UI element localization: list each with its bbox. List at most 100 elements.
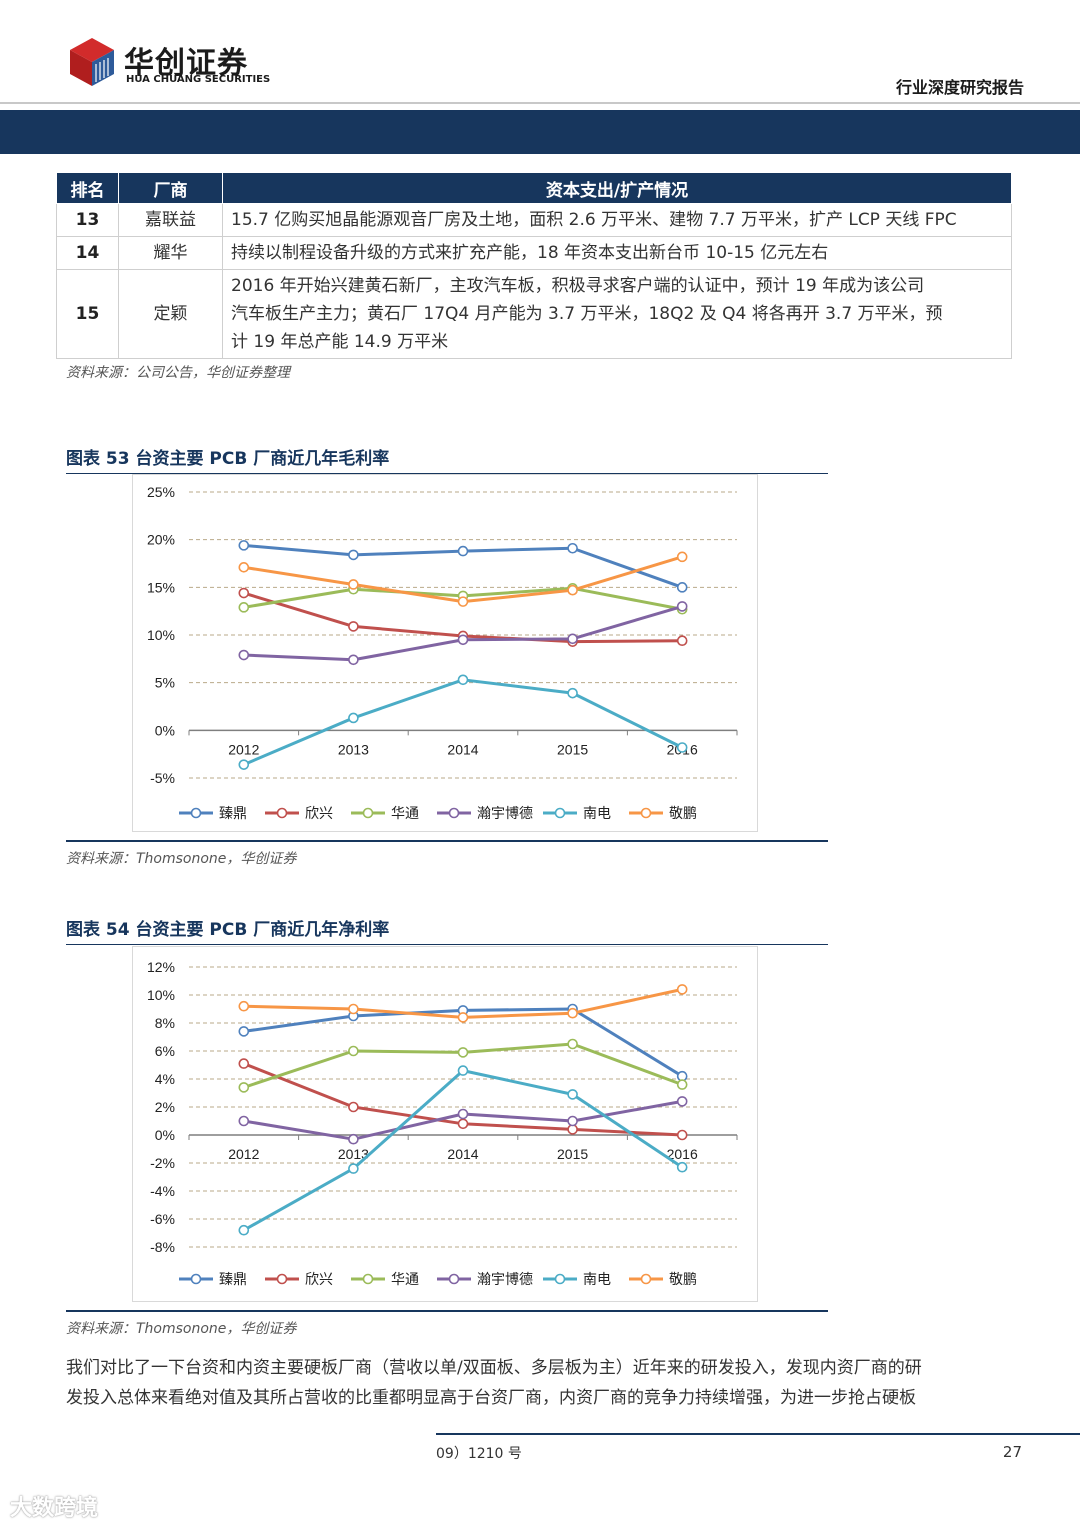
y-tick-label: -6%	[150, 1211, 175, 1227]
data-point	[238, 649, 250, 661]
data-point	[238, 602, 250, 613]
capex-line: 持续以制程设备升级的方式来扩充产能，18 年资本支出新台币 10-15 亿元左右	[231, 243, 829, 263]
data-point	[567, 1115, 578, 1127]
data-point	[348, 1003, 359, 1015]
legend-label: 欣兴	[305, 1272, 333, 1288]
report-type: 行业深度研究报告	[895, 78, 1024, 97]
legend-label: 敬鹏	[669, 806, 697, 822]
header-capex: 资本支出/扩产情况	[222, 172, 1012, 204]
data-point	[238, 1058, 250, 1069]
y-tick-label: -4%	[150, 1183, 175, 1199]
data-point	[567, 542, 578, 554]
data-point	[238, 587, 250, 599]
y-tick-label: 8%	[155, 1015, 175, 1031]
watermark-text: 大数跨境	[10, 1496, 99, 1521]
legend-label: 南电	[583, 1272, 611, 1288]
y-tick-label: 20%	[147, 532, 175, 548]
x-tick-label: 2014	[447, 1146, 478, 1162]
body-paragraph: 我们对比了一下台资和内资主要硬板厂商（营收以单/双面板、多层板为主）近年来的研发…	[66, 1353, 1026, 1413]
x-tick-label: 2012	[228, 741, 259, 757]
header-divider	[0, 102, 1080, 104]
data-point	[676, 1096, 688, 1107]
data-point	[348, 549, 359, 561]
legend-swatch-marker	[554, 807, 566, 819]
legend-label: 华通	[391, 1272, 419, 1288]
data-point	[348, 1133, 359, 1145]
x-tick-label: 2016	[667, 1146, 698, 1162]
paragraph-line: 我们对比了一下台资和内资主要硬板厂商（营收以单/双面板、多层板为主）近年来的研发…	[66, 1358, 922, 1378]
data-point	[676, 984, 688, 995]
data-point	[676, 1129, 688, 1141]
y-tick-label: 25%	[147, 484, 175, 500]
capex-line: 2016 年开始兴建黄石新厂，主攻汽车板，积极寻求客户端的认证中，预计 19 年…	[231, 276, 925, 296]
y-tick-label: 10%	[147, 627, 175, 643]
y-tick-label: -8%	[150, 1239, 175, 1255]
figure-54-title: 图表 54 台资主要 PCB 厂商近几年净利率	[66, 915, 828, 945]
logo-text-cn: 华创证券	[124, 46, 248, 81]
data-point	[348, 1045, 359, 1057]
y-tick-label: 2%	[155, 1099, 175, 1115]
company-cell: 嘉联益	[118, 203, 223, 237]
capex-cell: 持续以制程设备升级的方式来扩充产能，18 年资本支出新台币 10-15 亿元左右	[222, 236, 1012, 270]
data-point	[348, 712, 359, 724]
data-point	[457, 596, 469, 607]
data-point	[238, 540, 250, 551]
data-point	[676, 551, 688, 563]
legend-swatch-marker	[190, 807, 202, 819]
data-point	[457, 1047, 469, 1058]
table-header-row: 排名 厂商 资本支出/扩产情况	[56, 172, 1012, 204]
legend-swatch-marker	[640, 807, 652, 819]
data-point	[676, 742, 688, 753]
data-point	[457, 634, 469, 646]
capex-table: 排名 厂商 资本支出/扩产情况 13 嘉联益 15.7 亿购买旭晶能源观音厂房及…	[56, 172, 1012, 359]
rank-cell: 13	[56, 203, 119, 237]
rank-cell: 15	[56, 269, 119, 359]
table-row: 15 定颖 2016 年开始兴建黄石新厂，主攻汽车板，积极寻求客户端的认证中，预…	[56, 269, 1012, 359]
gross-margin-chart-svg: 25%20%15%10%5%0%-5%20122013201420152016臻…	[147, 484, 738, 822]
legend-label: 瀚宇博德	[477, 1271, 533, 1288]
header-rank: 排名	[56, 172, 119, 204]
y-tick-label: 0%	[155, 722, 175, 738]
x-tick-label: 2012	[228, 1146, 259, 1162]
data-point	[348, 1163, 359, 1174]
data-point	[567, 1007, 578, 1019]
company-cell: 定颖	[118, 269, 223, 359]
data-point	[567, 1038, 578, 1050]
data-point	[676, 582, 688, 593]
data-point	[238, 1026, 250, 1037]
y-tick-label: 5%	[155, 675, 175, 691]
x-tick-label: 2013	[338, 1146, 369, 1162]
figure-54-bottom-rule	[66, 1310, 828, 1312]
legend-label: 臻鼎	[219, 806, 247, 822]
y-tick-label: 10%	[147, 987, 175, 1003]
net-margin-chart-svg: 12% 10% 8% 6% 4% 2% 0% -2% -4% -6% -8% 2012 2013 2014…	[147, 959, 738, 1288]
data-point	[457, 1012, 469, 1023]
y-tick-label: 15%	[147, 579, 175, 595]
table-row: 14 耀华 持续以制程设备升级的方式来扩充产能，18 年资本支出新台币 10-1…	[56, 236, 1012, 270]
legend-label: 华通	[391, 806, 419, 822]
x-tick-label: 2015	[557, 741, 588, 757]
data-point	[238, 1082, 250, 1093]
legend-swatch-marker	[362, 807, 374, 819]
y-tick-label: 0%	[155, 1127, 175, 1143]
footer-license-text: 09）1210 号	[436, 1446, 522, 1462]
data-point	[676, 601, 688, 612]
rank-cell: 14	[56, 236, 119, 270]
footer-divider	[436, 1433, 1080, 1435]
figure-54-source: 资料来源：Thomsonone，华创证券	[66, 1321, 297, 1337]
y-tick-label: 4%	[155, 1071, 175, 1087]
legend-swatch-marker	[448, 807, 460, 819]
data-point	[567, 584, 578, 596]
figure-53-source: 资料来源：Thomsonone，华创证券	[66, 851, 297, 867]
company-cell: 耀华	[118, 236, 223, 270]
table-row: 13 嘉联益 15.7 亿购买旭晶能源观音厂房及土地，面积 2.6 万平米、建物…	[56, 203, 1012, 237]
capex-line: 15.7 亿购买旭晶能源观音厂房及土地，面积 2.6 万平米、建物 7.7 万平…	[231, 210, 957, 230]
data-point	[676, 1079, 688, 1090]
y-tick-label: 6%	[155, 1043, 175, 1059]
data-point	[567, 633, 578, 645]
legend-label: 瀚宇博德	[477, 805, 533, 822]
x-tick-label: 2013	[338, 741, 369, 757]
data-point	[676, 1161, 688, 1173]
company-logo: 华创证券 HUA CHUANG SECURITIES	[66, 36, 276, 92]
data-point	[567, 687, 578, 699]
